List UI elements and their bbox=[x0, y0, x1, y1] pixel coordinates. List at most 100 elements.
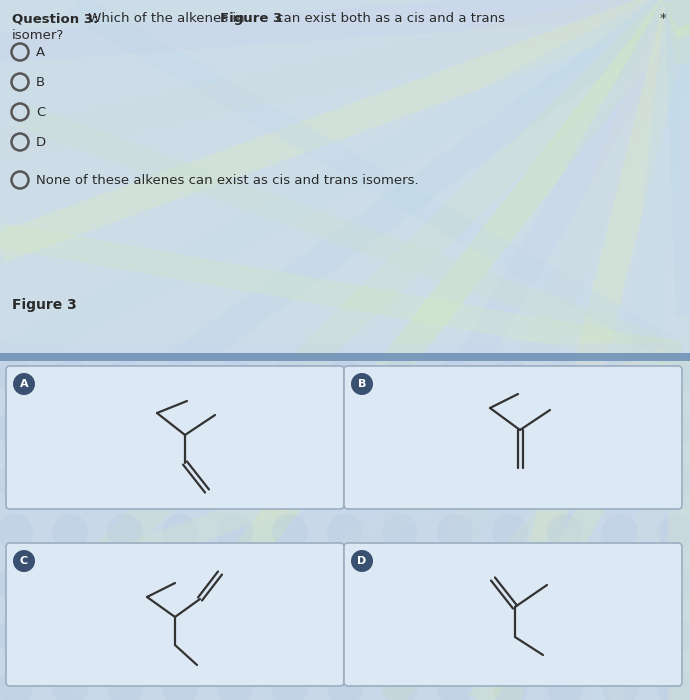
Circle shape bbox=[13, 373, 35, 395]
Circle shape bbox=[437, 462, 473, 498]
Text: B: B bbox=[358, 379, 366, 389]
Circle shape bbox=[162, 618, 198, 654]
Circle shape bbox=[602, 462, 638, 498]
Circle shape bbox=[547, 358, 583, 394]
Circle shape bbox=[0, 410, 33, 446]
Circle shape bbox=[437, 618, 473, 654]
Circle shape bbox=[547, 514, 583, 550]
Circle shape bbox=[657, 358, 690, 394]
FancyBboxPatch shape bbox=[6, 366, 344, 509]
Circle shape bbox=[217, 618, 253, 654]
Text: can exist both as a cis and a trans: can exist both as a cis and a trans bbox=[272, 12, 505, 25]
Circle shape bbox=[52, 462, 88, 498]
Circle shape bbox=[52, 358, 88, 394]
Text: C: C bbox=[36, 106, 46, 118]
Circle shape bbox=[162, 410, 198, 446]
Circle shape bbox=[602, 670, 638, 700]
Circle shape bbox=[272, 462, 308, 498]
Text: None of these alkenes can exist as cis and trans isomers.: None of these alkenes can exist as cis a… bbox=[36, 174, 419, 186]
Circle shape bbox=[0, 670, 33, 700]
Circle shape bbox=[107, 566, 143, 602]
Circle shape bbox=[382, 514, 418, 550]
Circle shape bbox=[492, 670, 528, 700]
Circle shape bbox=[327, 462, 363, 498]
Circle shape bbox=[0, 566, 33, 602]
Circle shape bbox=[217, 514, 253, 550]
Circle shape bbox=[272, 566, 308, 602]
Circle shape bbox=[162, 514, 198, 550]
Text: Question 3:: Question 3: bbox=[12, 12, 99, 25]
Circle shape bbox=[547, 462, 583, 498]
Circle shape bbox=[602, 566, 638, 602]
Circle shape bbox=[547, 566, 583, 602]
Text: C: C bbox=[20, 556, 28, 566]
Circle shape bbox=[217, 358, 253, 394]
Circle shape bbox=[382, 618, 418, 654]
Circle shape bbox=[162, 670, 198, 700]
Circle shape bbox=[107, 462, 143, 498]
Circle shape bbox=[52, 618, 88, 654]
Circle shape bbox=[217, 462, 253, 498]
Text: isomer?: isomer? bbox=[12, 29, 64, 42]
Circle shape bbox=[382, 462, 418, 498]
Circle shape bbox=[217, 670, 253, 700]
Circle shape bbox=[272, 670, 308, 700]
Text: *: * bbox=[660, 12, 667, 25]
Circle shape bbox=[52, 566, 88, 602]
Circle shape bbox=[327, 410, 363, 446]
Circle shape bbox=[492, 618, 528, 654]
Circle shape bbox=[547, 670, 583, 700]
Circle shape bbox=[272, 618, 308, 654]
Circle shape bbox=[107, 618, 143, 654]
Circle shape bbox=[382, 410, 418, 446]
Circle shape bbox=[0, 514, 33, 550]
Text: Which of the alkenes in: Which of the alkenes in bbox=[84, 12, 249, 25]
Circle shape bbox=[382, 358, 418, 394]
Circle shape bbox=[0, 358, 33, 394]
Circle shape bbox=[492, 514, 528, 550]
Circle shape bbox=[107, 514, 143, 550]
Text: B: B bbox=[36, 76, 45, 88]
Circle shape bbox=[162, 358, 198, 394]
Circle shape bbox=[351, 550, 373, 572]
Circle shape bbox=[52, 410, 88, 446]
FancyBboxPatch shape bbox=[344, 543, 682, 686]
Circle shape bbox=[657, 462, 690, 498]
Circle shape bbox=[492, 358, 528, 394]
Text: Figure 3: Figure 3 bbox=[220, 12, 282, 25]
Circle shape bbox=[162, 462, 198, 498]
Circle shape bbox=[602, 514, 638, 550]
Circle shape bbox=[162, 566, 198, 602]
Circle shape bbox=[327, 670, 363, 700]
Circle shape bbox=[602, 358, 638, 394]
Circle shape bbox=[602, 410, 638, 446]
Circle shape bbox=[547, 410, 583, 446]
Circle shape bbox=[382, 670, 418, 700]
Circle shape bbox=[492, 462, 528, 498]
Circle shape bbox=[437, 410, 473, 446]
Circle shape bbox=[217, 566, 253, 602]
Circle shape bbox=[657, 618, 690, 654]
Circle shape bbox=[272, 514, 308, 550]
Circle shape bbox=[272, 358, 308, 394]
Circle shape bbox=[327, 514, 363, 550]
Circle shape bbox=[351, 373, 373, 395]
Text: A: A bbox=[20, 379, 28, 389]
Circle shape bbox=[0, 462, 33, 498]
Circle shape bbox=[437, 358, 473, 394]
Circle shape bbox=[657, 566, 690, 602]
FancyBboxPatch shape bbox=[6, 543, 344, 686]
Text: A: A bbox=[36, 46, 45, 59]
Circle shape bbox=[0, 618, 33, 654]
Circle shape bbox=[13, 550, 35, 572]
Circle shape bbox=[217, 410, 253, 446]
Bar bbox=[0, 353, 690, 361]
Circle shape bbox=[327, 358, 363, 394]
Circle shape bbox=[602, 618, 638, 654]
Circle shape bbox=[327, 618, 363, 654]
Text: D: D bbox=[36, 136, 46, 148]
Circle shape bbox=[107, 670, 143, 700]
Text: D: D bbox=[357, 556, 366, 566]
Circle shape bbox=[327, 566, 363, 602]
Circle shape bbox=[382, 566, 418, 602]
